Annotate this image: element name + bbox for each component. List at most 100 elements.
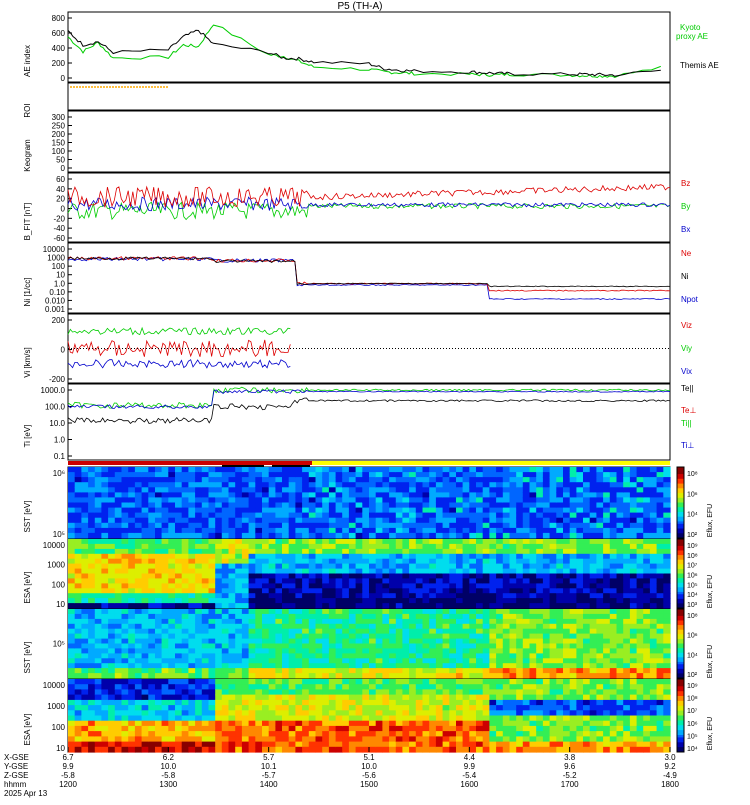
esa_i-cell [108, 742, 115, 748]
sst_e-cell [376, 523, 383, 529]
esa_i-cell [476, 731, 483, 737]
esa_e-cell [295, 554, 302, 560]
sst_e-cell [95, 508, 102, 514]
sst_i-cell [382, 673, 389, 679]
esa_e-cell [215, 569, 222, 575]
esa_e-cell [322, 544, 329, 550]
sst_e-cell [101, 482, 108, 488]
esa_e-cell [275, 588, 282, 594]
esa_e-cell [530, 588, 537, 594]
sst_e-cell [523, 528, 530, 534]
sst_e-cell [590, 518, 597, 524]
esa_i-cell [255, 710, 262, 716]
sst_i-cell [128, 634, 135, 640]
esa_e-cell [603, 559, 610, 565]
sst_i-cell [630, 634, 637, 640]
sst_e-cell [510, 497, 517, 503]
esa_e-cell [510, 549, 517, 555]
esa_e-cell [456, 564, 463, 570]
sst_e-cell [168, 472, 175, 478]
esa_e-cell [356, 539, 363, 545]
esa_e-cell [128, 569, 135, 575]
esa_e-cell [650, 578, 657, 584]
sst_e-cell [650, 472, 657, 478]
esa_e-cell [617, 578, 624, 584]
sst_i-cell [282, 673, 289, 679]
esa_e-cell [610, 544, 617, 550]
sst_e-cell [188, 497, 195, 503]
sst_e-cell [369, 533, 376, 539]
sst_e-cell [188, 503, 195, 509]
esa_e-cell [115, 583, 122, 589]
esa_e-cell [255, 549, 262, 555]
esa_e-cell [329, 593, 336, 599]
esa_e-cell [155, 574, 162, 580]
sst_i-cell [423, 673, 430, 679]
esa_i-cell [456, 747, 463, 753]
esa_i-cell [282, 679, 289, 685]
esa_e-cell [229, 574, 236, 580]
sst_i-cell [617, 663, 624, 669]
esa_e-cell [396, 578, 403, 584]
sst_e-cell [275, 508, 282, 514]
sst_i-cell [81, 663, 88, 669]
sst_e-cell [269, 472, 276, 478]
sst_e-cell [309, 472, 316, 478]
esa_e-cell [101, 574, 108, 580]
sst_e-cell [469, 528, 476, 534]
temperature-ytick: 10.0 [49, 419, 65, 428]
sst_e-cell [550, 467, 557, 473]
esa_i-cell [182, 689, 189, 695]
sst_i-cell [202, 624, 209, 630]
sst_e-cell [449, 513, 456, 519]
sst_e-cell [623, 497, 630, 503]
sst_e-cell [570, 518, 577, 524]
sst_e-cell [316, 467, 323, 473]
esa_i-cell [88, 742, 95, 748]
sst_e-cell [275, 487, 282, 493]
esa_e-cell [617, 559, 624, 565]
sst_i-cell [249, 634, 256, 640]
esa_e-cell [643, 603, 650, 609]
esa_i-cell [195, 684, 202, 690]
esa_i-cell [188, 731, 195, 737]
sst_e-cell [516, 487, 523, 493]
sst_e-cell [222, 497, 229, 503]
sst_i-cell [617, 629, 624, 635]
sst_i-cell [255, 658, 262, 664]
sst_i-cell [416, 609, 423, 615]
esa_e-cell [356, 593, 363, 599]
esa_e-cell [289, 583, 296, 589]
sst_i-cell [155, 629, 162, 635]
esa_e-cell [570, 559, 577, 565]
esa_i-cell [376, 700, 383, 706]
sst_i-cell [322, 663, 329, 669]
esa_e-cell [503, 574, 510, 580]
sst_e-cell [88, 497, 95, 503]
esa_e-cell [148, 564, 155, 570]
sst_e-cell [409, 477, 416, 483]
esa_e-cell [536, 583, 543, 589]
sst_i-cell [610, 644, 617, 650]
sst_i-cell [302, 673, 309, 679]
esa_i-cell [155, 716, 162, 722]
esa_e-cell [209, 554, 216, 560]
sst_e-cell [336, 472, 343, 478]
sst_e-cell [309, 467, 316, 473]
esa_i-cell [382, 747, 389, 753]
esa_i-cell [416, 736, 423, 742]
esa_i-cell [95, 747, 102, 753]
esa_e-cell [570, 574, 577, 580]
esa_e-cell [349, 578, 356, 584]
sst_e-cell [402, 523, 409, 529]
esa_e-cell [188, 593, 195, 599]
sst_e-cell [402, 487, 409, 493]
sst_i-cell [269, 673, 276, 679]
esa_i-cell [423, 742, 430, 748]
esa_e-cell [423, 588, 430, 594]
esa_i-cell [309, 710, 316, 716]
sst_i-cell [382, 629, 389, 635]
sst_e-cell [122, 477, 129, 483]
